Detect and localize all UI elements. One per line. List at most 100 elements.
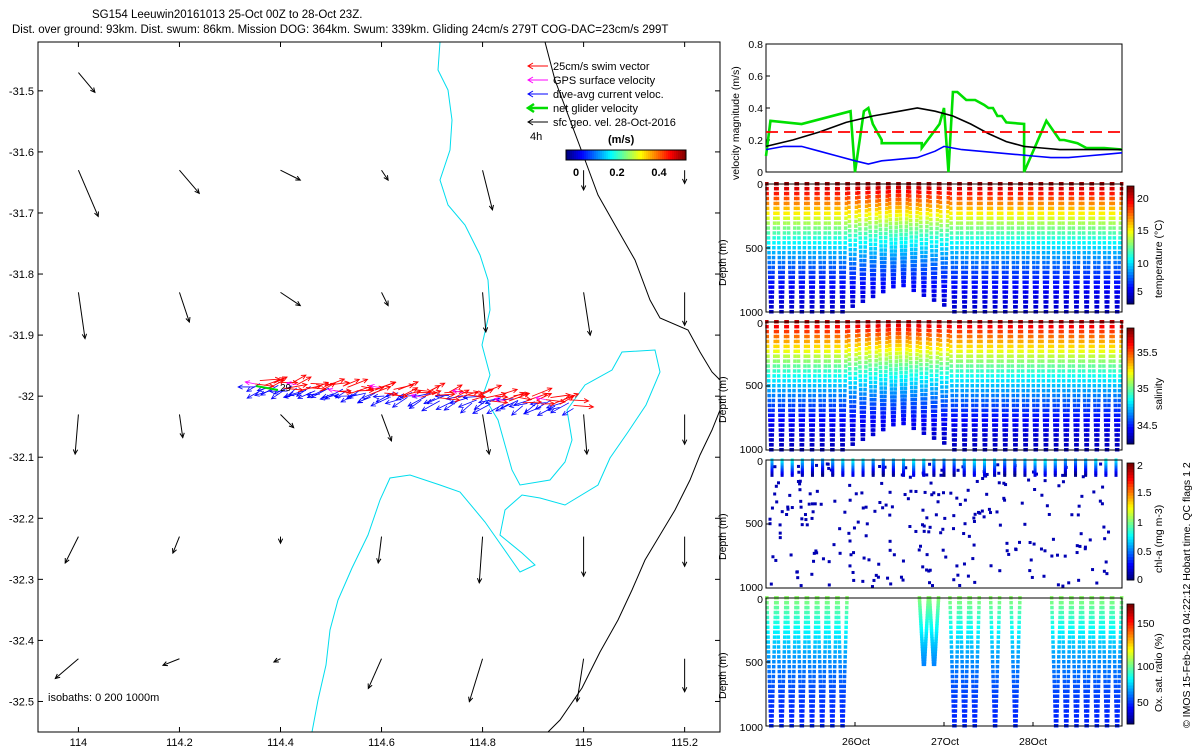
chl-surface-point xyxy=(972,464,976,468)
section-point xyxy=(893,399,897,403)
section-point xyxy=(1012,433,1017,437)
section-point xyxy=(853,238,858,242)
section-point xyxy=(880,407,884,411)
section-point xyxy=(949,226,954,230)
section-point xyxy=(771,418,775,422)
section-point xyxy=(792,231,797,235)
chl-point xyxy=(848,564,852,568)
section-point xyxy=(873,238,878,242)
section-point xyxy=(770,438,774,442)
section-point xyxy=(917,190,922,195)
section-point xyxy=(936,204,940,208)
chl-point xyxy=(1107,530,1111,534)
section-point xyxy=(895,331,900,336)
section-point xyxy=(1096,275,1101,280)
section-point xyxy=(809,295,813,299)
section-point xyxy=(785,324,790,329)
geo-vector-arrow xyxy=(54,658,79,680)
section-point xyxy=(912,284,917,288)
chl-surface-point xyxy=(952,461,956,465)
section-point xyxy=(1015,418,1019,422)
section-point xyxy=(785,186,790,191)
chl-surface-point xyxy=(1013,469,1017,473)
section-point xyxy=(836,329,841,334)
section-point xyxy=(860,419,864,423)
section-point xyxy=(1076,408,1080,413)
section-point xyxy=(1109,334,1113,339)
section-point xyxy=(995,250,1000,255)
geo-vector-arrow xyxy=(77,292,88,340)
section-point xyxy=(911,414,915,418)
section-colorbar-cell xyxy=(1127,565,1134,569)
section-point xyxy=(888,221,893,226)
section-point xyxy=(1041,388,1046,393)
section-point xyxy=(1108,211,1113,216)
section-point xyxy=(898,339,902,344)
section-point xyxy=(899,363,903,367)
chl-point xyxy=(815,489,819,493)
section-point xyxy=(1016,359,1021,363)
section-point xyxy=(1041,236,1045,240)
chl-surface-point xyxy=(790,460,794,464)
section-point xyxy=(1095,443,1100,447)
map-colorbar-cell xyxy=(676,150,679,160)
section-colorbar-cell xyxy=(1127,465,1134,470)
section-point xyxy=(767,679,772,684)
section-point xyxy=(1070,191,1075,196)
chl-point xyxy=(917,548,921,552)
section-point xyxy=(831,438,835,442)
section-point xyxy=(773,201,777,206)
section-point xyxy=(1052,280,1057,284)
chl-surface-point xyxy=(1043,469,1047,473)
section-point xyxy=(772,221,777,225)
section-point xyxy=(848,381,852,385)
section-point xyxy=(956,196,961,201)
section-point xyxy=(995,388,1000,393)
section-point xyxy=(1066,393,1071,398)
section-point xyxy=(948,206,953,211)
chl-point xyxy=(940,468,944,472)
section-point xyxy=(1030,216,1035,220)
section-point xyxy=(910,393,914,398)
section-point xyxy=(1097,250,1101,255)
section-point xyxy=(904,374,908,379)
section-point xyxy=(765,615,770,620)
map-colorbar-cell xyxy=(566,150,569,160)
section-colorbar-cell xyxy=(1127,283,1134,287)
section-point xyxy=(771,413,775,418)
section-point xyxy=(992,423,996,427)
swim-arrow xyxy=(296,376,312,386)
section-point xyxy=(1002,295,1007,299)
section-point xyxy=(827,211,831,216)
section-point xyxy=(970,374,974,378)
section-point xyxy=(837,369,842,373)
section-point xyxy=(1116,418,1121,422)
section-point xyxy=(766,630,770,634)
section-point xyxy=(796,211,801,216)
section-point xyxy=(1067,369,1072,373)
section-point xyxy=(793,339,798,344)
section-point xyxy=(1005,398,1010,403)
section-point xyxy=(766,349,770,354)
section-point xyxy=(915,198,920,202)
section-point xyxy=(1083,408,1087,413)
chl-surface-point xyxy=(891,464,895,468)
section-point xyxy=(1063,418,1067,422)
section-point xyxy=(791,280,795,284)
section-point xyxy=(991,265,995,270)
section-point xyxy=(1040,339,1044,344)
section-point xyxy=(888,225,893,230)
section-point xyxy=(1021,379,1025,383)
section-point xyxy=(973,443,978,447)
section-point xyxy=(1032,260,1036,265)
chl-point xyxy=(928,462,932,466)
map-colorbar-cell xyxy=(684,150,687,160)
section-point xyxy=(808,413,813,418)
section-point xyxy=(874,207,879,212)
section-point xyxy=(1002,280,1006,284)
section-point xyxy=(1080,324,1085,329)
section-point xyxy=(1005,413,1009,418)
chl-point xyxy=(1004,483,1008,487)
net-glider-vector xyxy=(255,385,279,391)
section-point xyxy=(1056,384,1061,388)
